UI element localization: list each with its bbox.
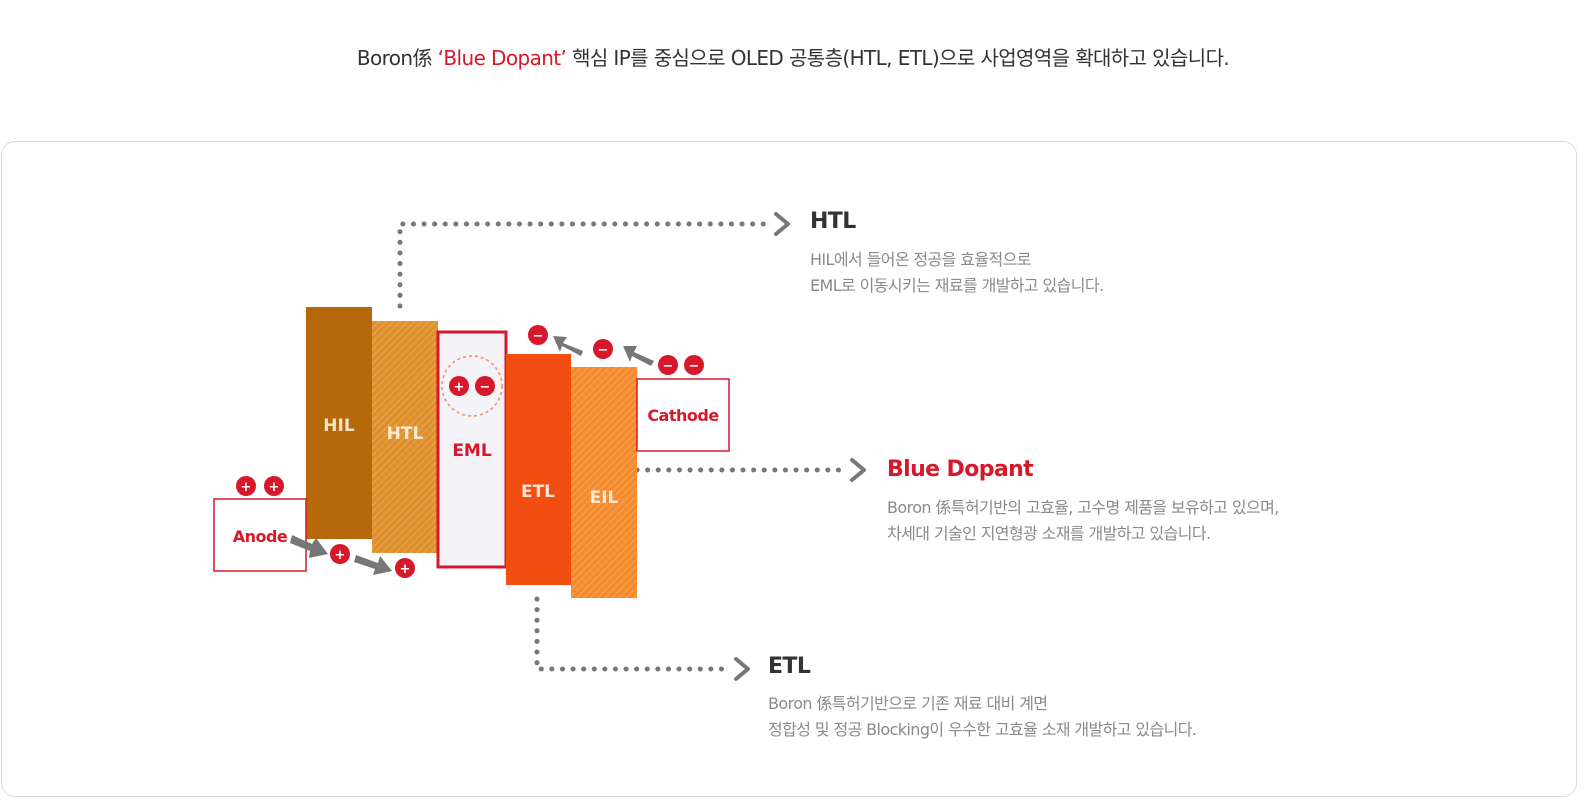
anode-label: Anode xyxy=(233,527,288,546)
svg-text:−: − xyxy=(689,359,700,374)
htl-desc-line-1: HIL에서 들어온 정공을 효율적으로 xyxy=(810,250,1031,269)
charge-markers: + + + + + − − − − − xyxy=(236,325,704,578)
hole-charge: + xyxy=(264,476,284,496)
headline-prefix: Boron係 xyxy=(356,46,438,70)
layer-htl-label: HTL xyxy=(387,424,424,444)
svg-text:−: − xyxy=(663,359,674,374)
blue-dopant-title: Blue Dopant xyxy=(887,457,1034,482)
headline-highlight: ‘Blue Dopant’ xyxy=(437,46,567,70)
hole-charge: + xyxy=(395,558,415,578)
electron-flow-arrow-2 xyxy=(623,346,654,366)
electron-charge: − xyxy=(684,355,704,375)
cathode-label: Cathode xyxy=(647,406,719,425)
electron-charge: − xyxy=(475,376,495,396)
svg-text:+: + xyxy=(335,548,346,563)
diagram-panel xyxy=(1,141,1577,797)
headline-suffix: 핵심 IP를 중심으로 OLED 공통층(HTL, ETL)으로 사업영역을 확… xyxy=(566,46,1230,70)
layer-etl-label: ETL xyxy=(521,482,555,502)
svg-text:−: − xyxy=(480,380,491,395)
layer-etl: ETL xyxy=(506,354,571,585)
electron-charge: − xyxy=(658,355,678,375)
recombination-zone xyxy=(441,355,503,417)
cathode: Cathode xyxy=(636,378,730,452)
layer-hil: HIL xyxy=(306,307,372,539)
etl-desc-line-2: 정합성 및 정공 Blocking이 우수한 고효율 소재 개발하고 있습니다. xyxy=(768,720,1197,739)
page-headline: Boron係 ‘Blue Dopant’ 핵심 IP를 중심으로 OLED 공통… xyxy=(0,42,1586,71)
hole-charge: + xyxy=(236,476,256,496)
hole-charge: + xyxy=(449,376,469,396)
svg-text:−: − xyxy=(598,343,609,358)
htl-desc-line-2: EML로 이동시키는 재료를 개발하고 있습니다. xyxy=(810,276,1104,295)
layer-eil-label: EIL xyxy=(590,488,619,508)
layer-hil-label: HIL xyxy=(323,416,355,436)
svg-text:+: + xyxy=(269,480,280,495)
etl-title: ETL xyxy=(768,654,811,679)
hole-flow-arrow-2 xyxy=(354,555,392,575)
connector-etl xyxy=(534,596,750,681)
blue-dopant-desc-line-2: 차세대 기술인 지연형광 소재를 개발하고 있습니다. xyxy=(887,524,1211,543)
svg-text:−: − xyxy=(533,329,544,344)
layer-eml-label: EML xyxy=(452,441,492,461)
hole-flow-arrow-1 xyxy=(290,535,328,558)
htl-title: HTL xyxy=(810,209,856,234)
blue-dopant-desc-line-1: Boron 係특허기반의 고효율, 고수명 제품을 보유하고 있으며, xyxy=(887,498,1279,517)
connector-htl xyxy=(397,212,790,309)
layer-eil: EIL xyxy=(571,367,637,598)
electron-flow-arrow-1 xyxy=(553,336,583,356)
anode: Anode xyxy=(213,498,307,572)
layer-htl: HTL xyxy=(372,321,438,553)
electron-charge: − xyxy=(593,339,613,359)
svg-text:+: + xyxy=(400,562,411,577)
svg-text:+: + xyxy=(241,480,252,495)
hole-charge: + xyxy=(330,544,350,564)
electron-charge: − xyxy=(528,325,548,345)
svg-text:+: + xyxy=(454,380,465,395)
etl-desc-line-1: Boron 係특허기반으로 기존 재료 대비 계면 xyxy=(768,694,1048,713)
layer-eml: EML xyxy=(436,330,508,569)
